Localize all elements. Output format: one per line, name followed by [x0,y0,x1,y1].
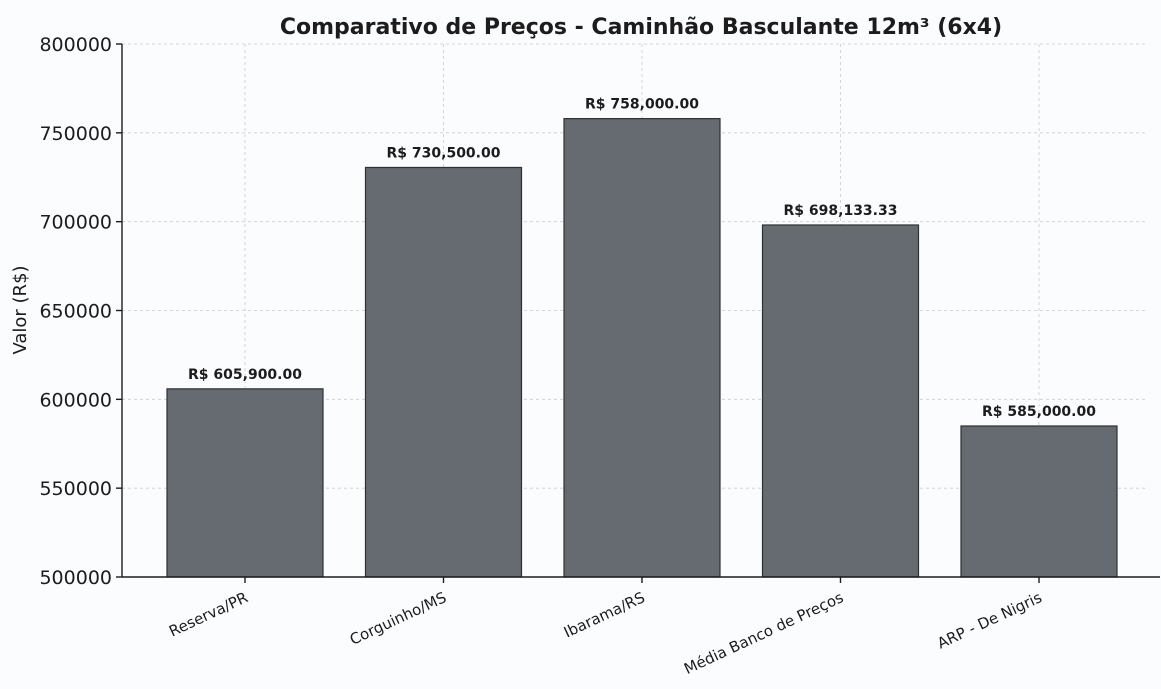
axes [116,43,1160,583]
x-tick-label: Ibarama/RS [561,588,648,641]
bar-2 [364,166,523,578]
x-tick-label: Corguinho/MS [347,588,449,648]
data-label: R$ 605,900.00 [188,367,302,383]
x-tick-label: ARP - De Nigris [934,588,1044,652]
y-tick-label: 550000 [39,478,112,500]
data-label: R$ 730,500.00 [387,145,501,161]
data-label: R$ 585,000.00 [982,404,1096,420]
bars [166,118,1118,578]
x-tick-label: Média Banco de Preços [681,588,846,678]
x-tick-labels: Reserva/PR Corguinho/MS Ibarama/RS Média Ba… [166,588,1045,678]
data-label: R$ 698,133.33 [784,203,898,219]
chart-title: Comparativo de Preços - Caminhão Bascula… [280,15,1002,40]
x-tick-label: Reserva/PR [166,588,250,640]
bar-5 [960,425,1118,578]
y-tick-label: 650000 [39,301,112,323]
bar-1 [166,388,324,578]
bar-3 [563,118,721,578]
y-tick-label: 750000 [39,123,112,145]
data-labels: R$ 605,900.00 R$ 730,500.00 R$ 758,000.00 R… [188,97,1096,420]
y-tick-label: 500000 [39,567,112,589]
y-tick-labels: 500000 550000 600000 650000 700000 750000 8000… [39,34,112,589]
y-tick-label: 700000 [39,212,112,234]
y-axis-label: Valor (R$) [10,265,31,354]
y-tick-label: 800000 [39,34,112,56]
bar-4 [761,224,920,578]
y-tick-label: 600000 [39,389,112,411]
data-label: R$ 758,000.00 [585,97,699,113]
